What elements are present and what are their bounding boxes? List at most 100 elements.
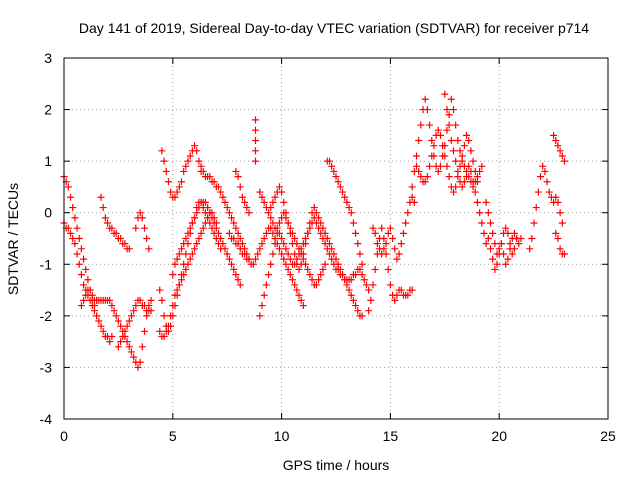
data-point — [230, 265, 238, 273]
data-point — [282, 245, 290, 253]
data-point — [175, 183, 183, 191]
data-point — [445, 111, 453, 119]
data-point — [201, 219, 209, 227]
data-point — [428, 137, 436, 145]
data-point — [193, 240, 201, 248]
data-point — [160, 157, 168, 165]
data-point — [130, 353, 138, 361]
data-point — [269, 219, 277, 227]
x-tick-label: 25 — [600, 428, 616, 444]
data-point — [439, 142, 447, 150]
data-point — [356, 250, 364, 258]
data-point — [262, 229, 270, 237]
data-point — [347, 291, 355, 299]
data-point — [117, 338, 125, 346]
data-point — [262, 281, 270, 289]
data-point — [417, 121, 425, 129]
data-point — [325, 240, 333, 248]
data-point — [454, 137, 462, 145]
data-point — [88, 291, 96, 299]
data-point — [158, 147, 166, 155]
data-point — [295, 291, 303, 299]
data-point — [199, 167, 207, 175]
data-point — [167, 188, 175, 196]
data-point — [343, 281, 351, 289]
data-point — [450, 147, 458, 155]
data-point — [64, 183, 72, 191]
data-point — [143, 235, 151, 242]
data-point — [445, 173, 453, 181]
data-point — [443, 162, 451, 170]
data-point — [436, 162, 444, 170]
data-point — [271, 240, 279, 248]
y-tick-label: -1 — [40, 256, 53, 272]
data-point — [515, 240, 523, 248]
data-point — [315, 214, 323, 222]
data-point — [426, 121, 434, 129]
data-point — [339, 188, 347, 196]
data-point — [180, 167, 188, 175]
data-point — [334, 260, 342, 268]
data-point — [156, 286, 164, 294]
data-point — [232, 271, 240, 279]
data-point — [504, 229, 512, 237]
data-point — [554, 142, 562, 150]
data-point — [291, 235, 299, 242]
data-point — [489, 229, 497, 237]
data-point — [365, 286, 373, 294]
data-point — [69, 204, 77, 212]
data-point — [236, 281, 244, 289]
data-point — [354, 307, 362, 315]
data-point — [352, 271, 360, 279]
data-point — [284, 219, 292, 227]
data-point — [265, 271, 273, 279]
data-point — [384, 229, 392, 237]
data-point — [478, 162, 486, 170]
data-point — [560, 157, 568, 165]
data-point — [214, 183, 222, 191]
data-point — [269, 198, 277, 206]
data-point — [312, 281, 320, 289]
data-point — [245, 209, 253, 217]
x-tick-label: 0 — [60, 428, 68, 444]
data-point — [201, 198, 209, 206]
data-point — [491, 240, 499, 248]
data-point — [554, 235, 562, 242]
data-point — [552, 137, 560, 145]
x-axis-label: GPS time / hours — [283, 457, 390, 473]
data-point — [356, 265, 364, 273]
data-point — [478, 219, 486, 227]
data-point — [456, 147, 464, 155]
data-point — [251, 116, 259, 124]
data-point — [352, 302, 360, 310]
data-point — [184, 229, 192, 237]
data-point — [171, 193, 179, 201]
data-point — [114, 317, 122, 325]
data-point — [278, 188, 286, 196]
data-point — [186, 152, 194, 160]
data-point — [64, 224, 72, 232]
data-point — [482, 198, 490, 206]
data-point — [178, 245, 186, 253]
data-point — [193, 209, 201, 217]
data-point — [191, 142, 199, 150]
data-point — [234, 229, 242, 237]
data-point — [82, 291, 90, 299]
y-tick-label: -3 — [40, 359, 53, 375]
data-point — [489, 255, 497, 263]
data-point — [271, 193, 279, 201]
data-point — [254, 250, 262, 258]
data-point — [169, 302, 177, 310]
data-point — [384, 265, 392, 273]
data-point — [371, 229, 379, 237]
data-point — [454, 167, 462, 175]
data-point — [319, 224, 327, 232]
data-point — [251, 255, 259, 263]
data-point — [256, 188, 264, 196]
data-point — [117, 322, 125, 330]
data-point — [299, 302, 307, 310]
data-point — [502, 260, 510, 268]
data-point — [415, 137, 423, 145]
data-point — [365, 307, 373, 315]
data-point — [251, 147, 259, 155]
